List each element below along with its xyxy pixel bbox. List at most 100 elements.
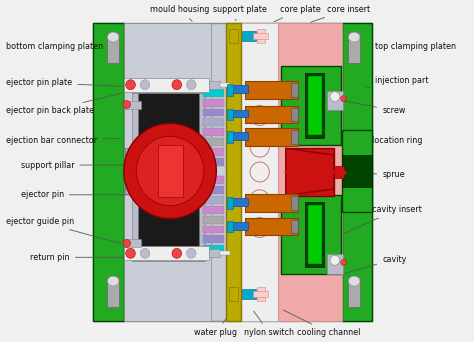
Text: screw: screw [346, 101, 405, 115]
Bar [327, 254, 343, 274]
Text: nylon switch: nylon switch [244, 311, 294, 337]
Bar [241, 23, 278, 321]
Bar [203, 138, 224, 146]
Text: bottom clamping platen: bottom clamping platen [6, 41, 121, 51]
Circle shape [137, 136, 204, 206]
Text: ejector pin back plate: ejector pin back plate [6, 93, 121, 115]
Bar [278, 23, 342, 321]
Bar [132, 93, 138, 249]
Ellipse shape [348, 276, 360, 286]
Bar [227, 108, 233, 120]
Bar [342, 155, 373, 187]
Text: mould housing: mould housing [150, 5, 210, 21]
Bar [227, 221, 233, 233]
Circle shape [250, 190, 269, 210]
Bar [132, 249, 205, 261]
Bar [253, 33, 268, 39]
Bar [342, 23, 373, 321]
Bar [227, 84, 233, 96]
Circle shape [186, 80, 196, 90]
Circle shape [330, 255, 340, 265]
Text: core plate: core plate [274, 5, 320, 22]
Bar [203, 108, 224, 116]
Bar [241, 23, 342, 321]
Bar [203, 176, 224, 184]
Bar [305, 202, 324, 267]
Bar [124, 101, 141, 108]
Bar [257, 287, 264, 301]
Circle shape [250, 106, 269, 126]
Bar [203, 196, 224, 204]
Bar [281, 66, 341, 145]
Bar [334, 166, 344, 178]
Bar [308, 76, 322, 135]
Text: water plug: water plug [194, 311, 237, 337]
Ellipse shape [108, 32, 119, 42]
Bar [203, 128, 224, 136]
Bar [245, 106, 298, 123]
Bar [231, 85, 248, 93]
Text: top clamping platen: top clamping platen [373, 41, 456, 51]
Bar [245, 128, 298, 146]
Circle shape [172, 248, 182, 258]
Circle shape [341, 96, 346, 102]
Bar [257, 29, 264, 43]
Bar [124, 246, 209, 260]
Bar [278, 23, 342, 321]
Circle shape [126, 80, 136, 90]
Bar [199, 93, 205, 249]
Bar [93, 23, 124, 321]
Text: core insert: core insert [310, 5, 370, 22]
Text: location ring: location ring [359, 136, 423, 145]
Bar [231, 109, 248, 117]
Bar [241, 23, 342, 321]
Circle shape [124, 123, 216, 219]
Bar [231, 222, 248, 229]
Bar [203, 206, 224, 214]
Bar [203, 118, 224, 126]
Bar [231, 198, 248, 206]
Text: cavity insert: cavity insert [344, 205, 422, 233]
Bar [209, 249, 220, 257]
Bar [278, 23, 342, 321]
Circle shape [123, 239, 130, 247]
Text: return pin: return pin [30, 253, 128, 262]
Text: cooling channel: cooling channel [283, 310, 361, 337]
Bar [203, 216, 224, 224]
Ellipse shape [348, 32, 360, 42]
Circle shape [123, 101, 130, 108]
Bar [291, 83, 298, 96]
Circle shape [140, 80, 150, 90]
Bar [291, 107, 298, 121]
Bar [209, 81, 220, 89]
Bar [203, 148, 224, 156]
Text: ejection bar connector: ejection bar connector [6, 136, 121, 145]
Bar [203, 236, 224, 244]
Bar [220, 83, 230, 87]
Bar [229, 287, 238, 301]
Bar [203, 158, 224, 166]
Bar [227, 131, 233, 143]
Text: ejector guide pin: ejector guide pin [6, 217, 121, 244]
Circle shape [341, 259, 346, 265]
Text: support pillar: support pillar [21, 160, 134, 170]
Bar [132, 81, 205, 93]
Circle shape [126, 248, 136, 258]
Bar [291, 220, 298, 234]
Bar [291, 130, 298, 144]
Bar [93, 23, 373, 321]
Bar [245, 81, 298, 98]
Text: injection part: injection part [365, 76, 429, 88]
Bar [227, 197, 233, 209]
Bar [342, 130, 373, 212]
Circle shape [250, 137, 269, 157]
Bar [291, 196, 298, 210]
Text: sprue: sprue [346, 170, 405, 180]
Bar [286, 148, 334, 196]
Ellipse shape [124, 148, 148, 194]
Ellipse shape [108, 276, 119, 286]
Bar [203, 226, 224, 234]
Circle shape [250, 218, 269, 237]
Bar [308, 205, 322, 264]
Bar [305, 73, 324, 138]
